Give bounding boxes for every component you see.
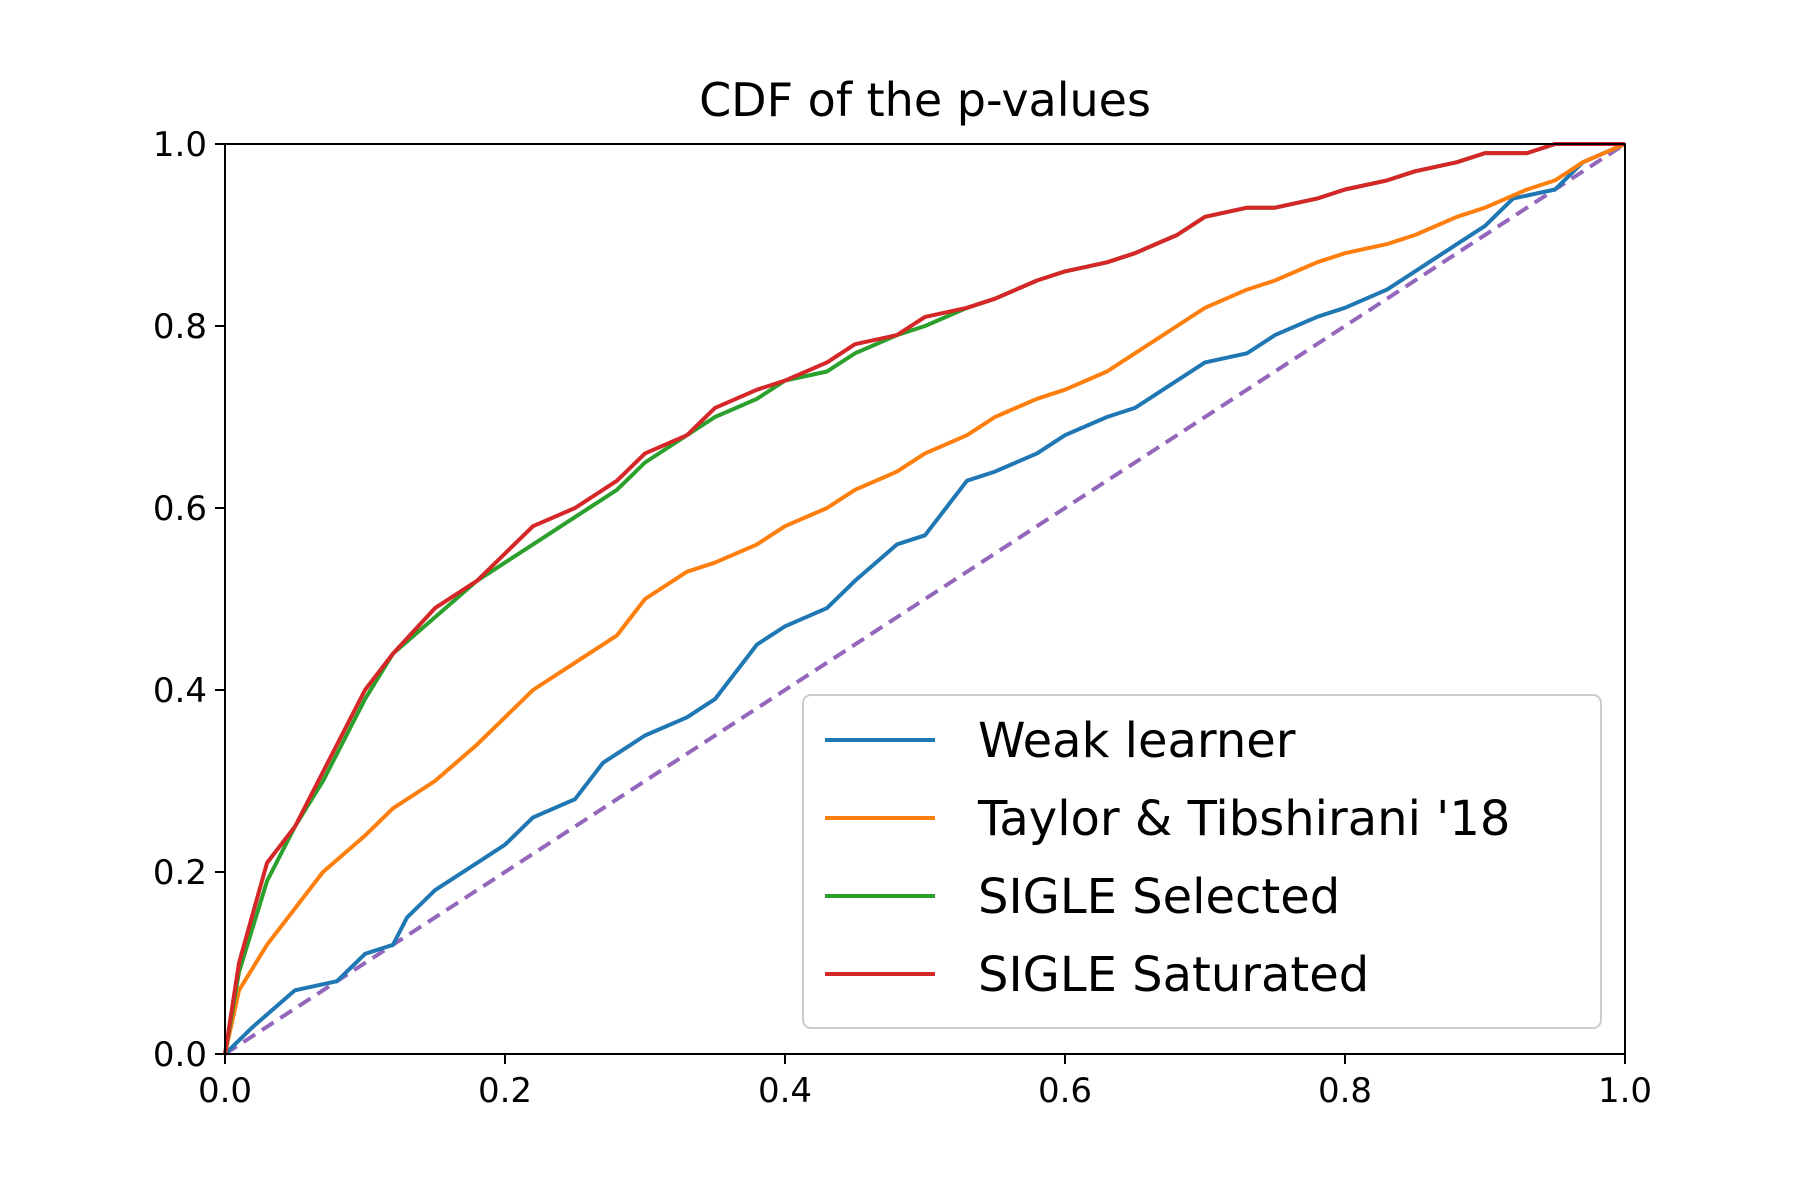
x-tick-label: 0.8 <box>1318 1071 1372 1111</box>
x-tick-label: 0.2 <box>478 1071 532 1111</box>
legend-label: Taylor & Tibshirani '18 <box>977 791 1510 847</box>
chart-title: CDF of the p-values <box>699 73 1151 127</box>
x-tick-label: 0.6 <box>1038 1071 1092 1111</box>
y-axis: 0.0 0.2 0.4 0.6 0.8 1.0 <box>153 125 225 1075</box>
x-axis: 0.0 0.2 0.4 0.6 0.8 1.0 <box>198 1054 1652 1111</box>
y-tick-label: 0.0 <box>153 1035 207 1075</box>
legend: Weak learner Taylor & Tibshirani '18 SIGLE… <box>802 694 1602 1029</box>
legend-label: SIGLE Saturated <box>978 947 1369 1003</box>
plot-frame <box>224 143 1626 1055</box>
y-tick-label: 1.0 <box>153 125 207 165</box>
x-tick-label: 0.0 <box>198 1071 252 1111</box>
x-tick-label: 0.4 <box>758 1071 812 1111</box>
series-line-weak-learner <box>223 142 1626 1056</box>
y-tick-label: 0.4 <box>153 671 207 711</box>
reference-diagonal-line <box>223 142 1627 1056</box>
y-tick-label: 0.8 <box>153 307 207 347</box>
y-tick-label: 0.2 <box>153 853 207 893</box>
series-line-taylor-tibshirani-18 <box>223 142 1626 1055</box>
legend-label: Weak learner <box>978 713 1296 769</box>
plot-area <box>223 142 1627 1056</box>
legend-box <box>802 694 1602 1029</box>
y-tick-label: 0.6 <box>153 489 207 529</box>
series-line-sigle-saturated <box>223 142 1625 1055</box>
x-tick-label: 1.0 <box>1598 1071 1652 1111</box>
legend-label: SIGLE Selected <box>978 869 1340 925</box>
